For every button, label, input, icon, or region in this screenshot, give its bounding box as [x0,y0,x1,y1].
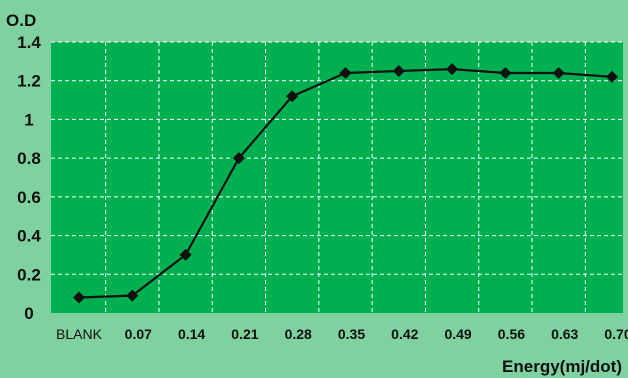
data-point-marker [232,152,245,165]
y-tick-label: 0.6 [17,188,41,207]
data-point-marker [179,248,192,261]
x-tick-label: 0.35 [338,326,365,342]
x-tick-label: 0.28 [285,326,312,342]
x-tick-label: 0.07 [125,326,152,342]
y-tick-label: 1 [24,110,33,129]
y-tick-label: 1.4 [17,33,41,52]
data-point-marker [126,289,139,302]
y-tick-label: 0 [24,304,33,323]
data-point-marker [339,66,352,79]
x-tick-label: 0.49 [444,326,471,342]
plot-area [51,42,623,313]
y-tick-label: 0.4 [17,227,41,246]
series-layer [73,63,618,304]
x-tick-label: 0.21 [231,326,258,342]
x-tick-label: 0.63 [551,326,578,342]
x-tick-label: 0.56 [498,326,525,342]
data-point-marker [286,90,299,103]
data-point-marker [606,70,618,83]
x-tick-label: 0.70 [604,326,628,342]
x-tick-labels: BLANK 0.07 0.14 0.21 0.28 0.35 0.42 0.49 0.56 0.6… [56,326,628,342]
x-tick-label: 0.42 [391,326,418,342]
y-tick-label: 1.2 [17,72,41,91]
y-tick-labels: 0 0.2 0.4 0.6 0.8 1 1.2 1.4 [17,33,41,323]
data-point-marker [552,66,565,79]
y-tick-label: 0.8 [17,149,41,168]
data-point-marker [446,63,459,76]
x-axis-label: Energy(mj/dot) [502,357,622,376]
y-axis-label: O.D [6,11,36,30]
x-tick-label: 0.14 [178,326,205,342]
grid-lines [51,41,623,313]
x-tick-label: BLANK [56,326,103,342]
y-tick-label: 0.2 [17,265,41,284]
data-point-marker [73,291,85,304]
data-point-marker [392,65,405,78]
data-point-marker [499,66,512,79]
